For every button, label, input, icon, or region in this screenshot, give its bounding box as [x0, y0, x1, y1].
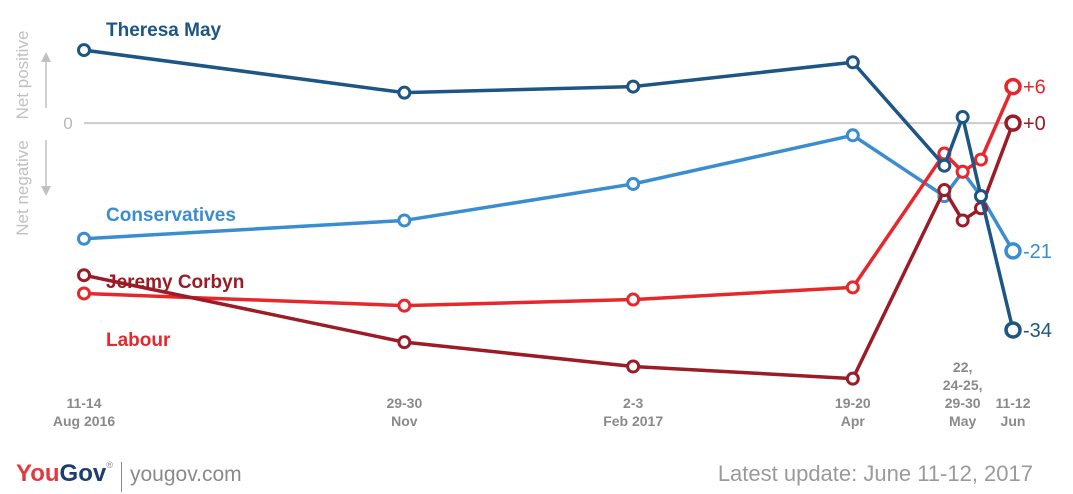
- series-name-label: Conservatives: [106, 205, 236, 226]
- data-point: [1004, 77, 1022, 96]
- data-point: [973, 152, 988, 167]
- ylabel-net-negative: Net negative: [13, 140, 32, 235]
- data-point: [845, 371, 860, 386]
- data-point: [973, 189, 988, 204]
- data-point: [77, 286, 91, 301]
- data-point: [626, 292, 641, 307]
- arrow-up-icon: [41, 52, 51, 62]
- data-point: [845, 55, 860, 70]
- x-tick-label: 2-3: [623, 395, 643, 411]
- data-point: [397, 298, 412, 313]
- x-tick-label: 11-12: [995, 395, 1030, 411]
- x-tick-label: 22,: [953, 359, 972, 375]
- x-tick-label: Aug 2016: [53, 413, 115, 429]
- series-name-label: Labour: [106, 330, 171, 351]
- data-point: [1004, 242, 1022, 260]
- zero-label: 0: [63, 114, 72, 133]
- data-point: [955, 110, 970, 125]
- series-line: [82, 121, 1015, 381]
- data-point: [937, 183, 952, 198]
- data-point: [626, 79, 641, 94]
- end-value-label: +6: [1023, 77, 1046, 99]
- x-tick-label: Feb 2017: [603, 413, 663, 429]
- x-tick-label: Apr: [841, 413, 866, 429]
- data-point: [397, 335, 412, 350]
- arrow-down-icon: [41, 186, 51, 196]
- data-point: [845, 128, 860, 143]
- data-point: [397, 85, 412, 100]
- data-point: [845, 280, 860, 295]
- ylabel-net-positive: Net positive: [13, 31, 32, 120]
- x-tick-label: Jun: [1001, 413, 1026, 429]
- series-name-label: Theresa May: [106, 20, 222, 41]
- data-point: [955, 164, 970, 179]
- series-line: [82, 48, 1015, 332]
- data-point: [1004, 114, 1022, 132]
- data-point: [1004, 321, 1022, 339]
- data-point: [397, 213, 412, 228]
- end-value-label: +0: [1023, 113, 1046, 135]
- data-point: [77, 43, 91, 58]
- data-point: [937, 158, 952, 173]
- x-tick-label: 29-30: [386, 395, 422, 411]
- x-tick-label: May: [949, 413, 976, 429]
- series-name-label: Jeremy Corbyn: [106, 272, 244, 293]
- data-point: [626, 176, 641, 191]
- data-point: [77, 231, 91, 246]
- x-tick-label: Nov: [391, 413, 418, 429]
- data-point: [626, 359, 641, 374]
- x-tick-label: 19-20: [835, 395, 871, 411]
- x-tick-label: 11-14: [66, 395, 101, 411]
- x-tick-label: 24-25,: [943, 377, 983, 393]
- x-tick-label: 29-30: [945, 395, 981, 411]
- end-value-label: -34: [1023, 320, 1052, 342]
- data-point: [77, 268, 91, 283]
- end-value-label: -21: [1023, 241, 1052, 263]
- data-point: [955, 213, 970, 228]
- series-line: [82, 133, 1015, 253]
